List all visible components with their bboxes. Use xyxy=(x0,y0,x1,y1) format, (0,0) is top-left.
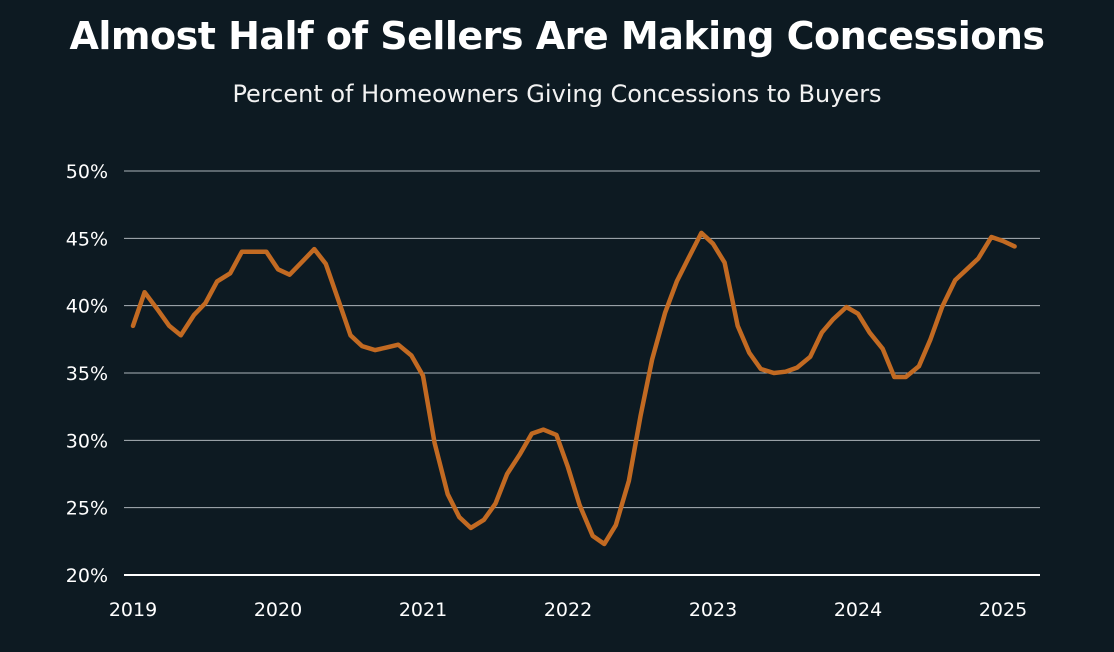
gridlines xyxy=(124,170,1040,576)
x-tick-label: 2019 xyxy=(109,599,157,621)
y-tick-label: 20% xyxy=(66,565,108,587)
y-tick-label: 25% xyxy=(66,498,108,520)
y-tick-label: 35% xyxy=(66,363,108,385)
series-layer xyxy=(130,230,1017,547)
x-tick-label: 2023 xyxy=(689,599,737,621)
chart-title: Almost Half of Sellers Are Making Conces… xyxy=(69,14,1045,58)
series-line xyxy=(130,230,1017,547)
x-tick-label: 2024 xyxy=(834,599,882,621)
x-tick-label: 2020 xyxy=(254,599,302,621)
y-tick-label: 30% xyxy=(66,430,108,452)
y-tick-label: 40% xyxy=(66,296,108,318)
x-axis-ticks: 2019 2020 2021 2022 2023 2024 2025 xyxy=(109,599,1027,621)
y-tick-label: 45% xyxy=(66,228,108,250)
y-axis-ticks: 20% 25% 30% 35% 40% 45% 50% xyxy=(66,161,108,587)
x-tick-label: 2021 xyxy=(399,599,447,621)
chart-subtitle: Percent of Homeowners Giving Concessions… xyxy=(232,80,882,108)
y-tick-label: 50% xyxy=(66,161,108,183)
x-tick-label: 2025 xyxy=(979,599,1027,621)
x-tick-label: 2022 xyxy=(544,599,592,621)
